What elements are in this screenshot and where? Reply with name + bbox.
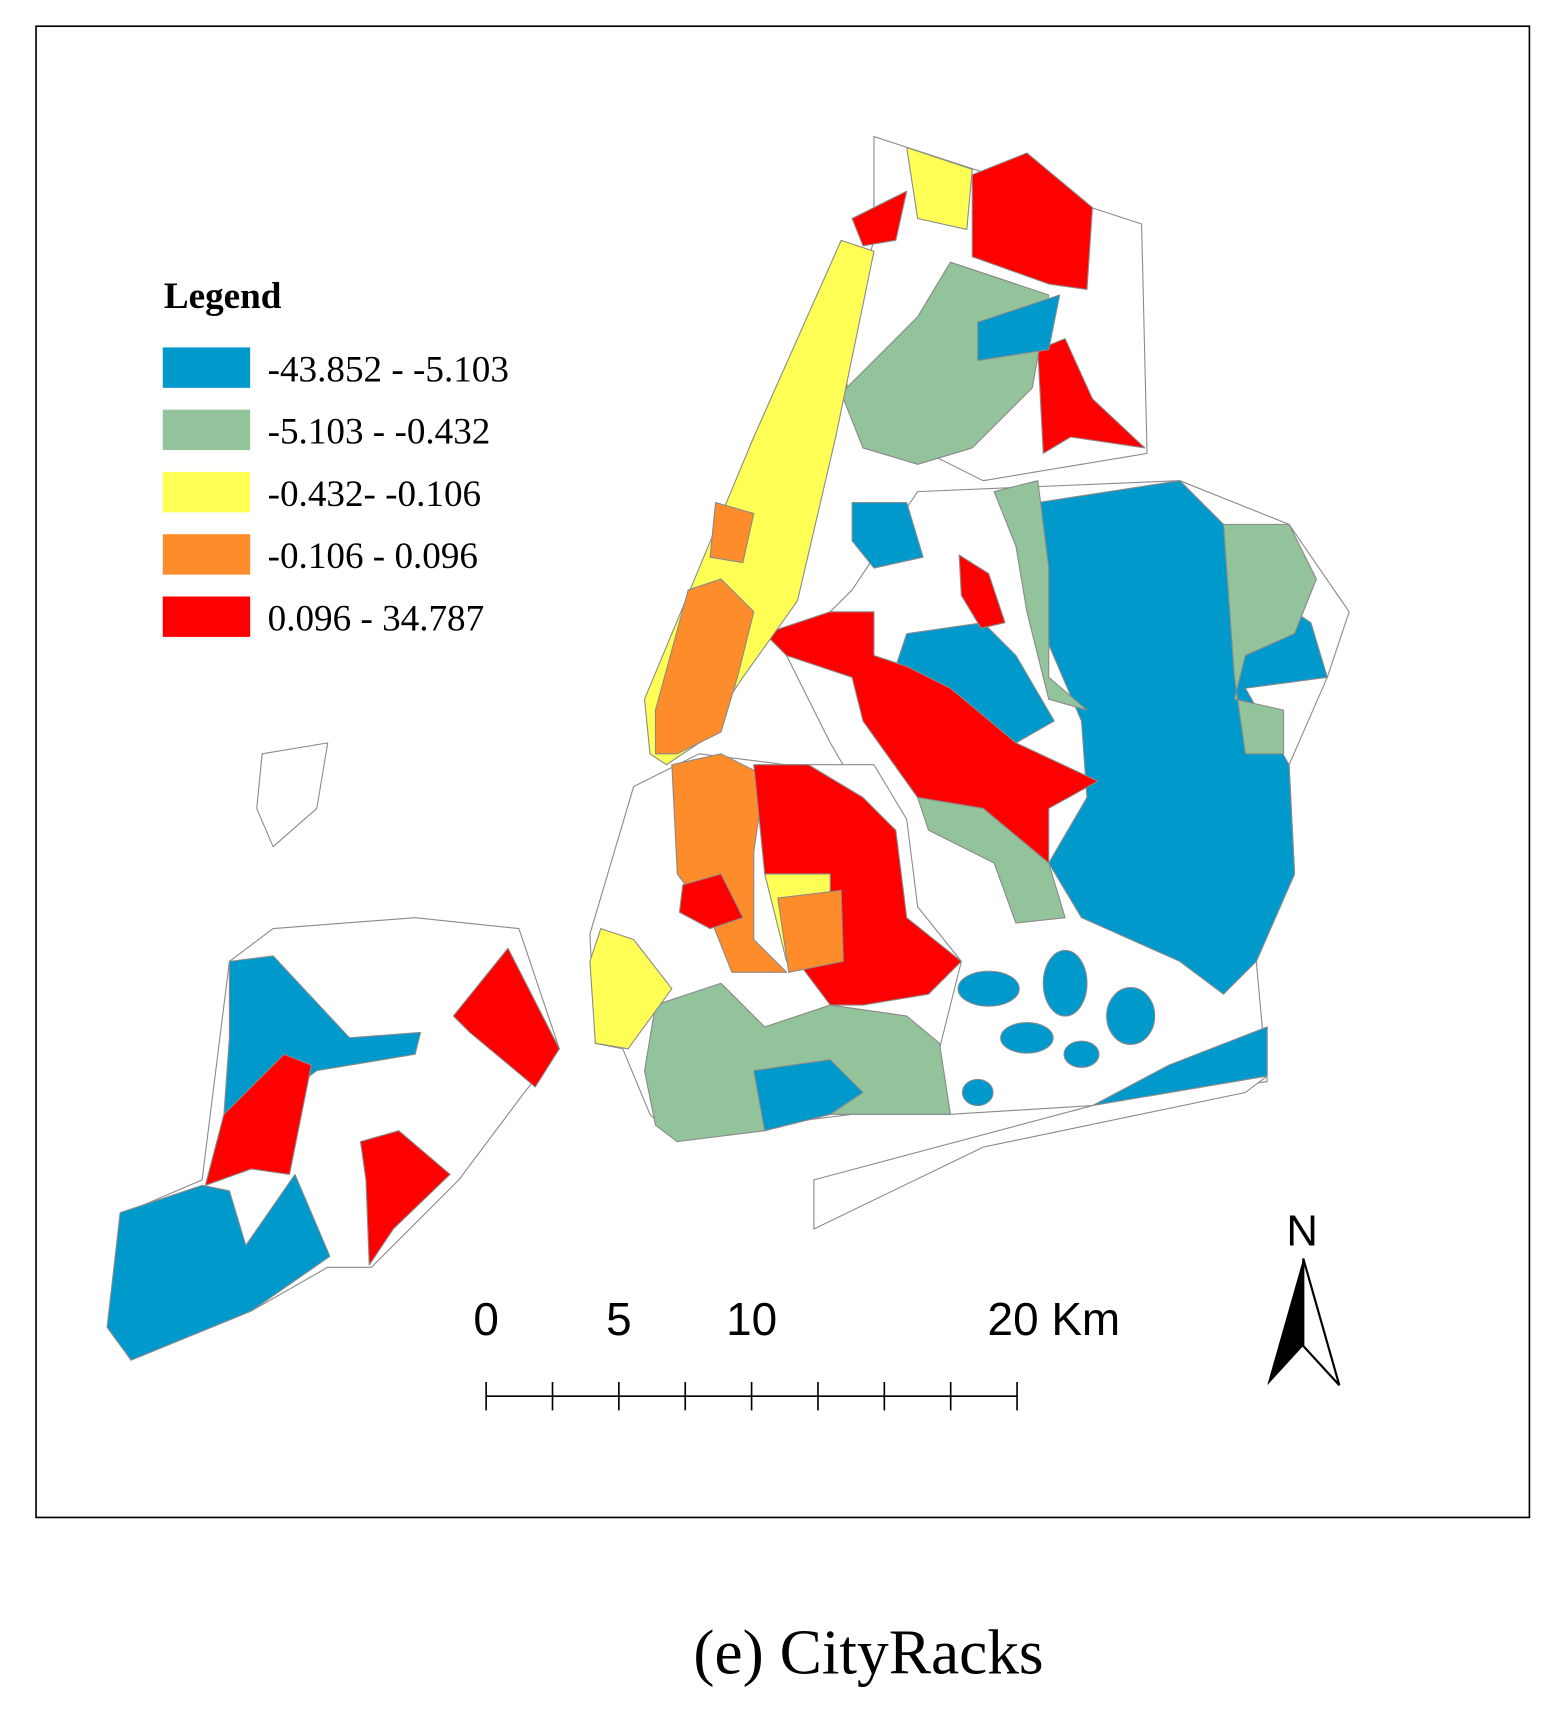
scale-label: 10 — [726, 1293, 777, 1345]
district — [993, 480, 1088, 711]
district — [753, 1059, 864, 1132]
island — [1042, 949, 1088, 1017]
legend-swatch — [162, 347, 251, 388]
district — [589, 928, 673, 1050]
north-arrow — [1302, 1258, 1341, 1386]
legend-swatch — [162, 534, 251, 575]
scale-label: 20 Km — [988, 1293, 1121, 1345]
north-arrow — [1267, 1258, 1304, 1386]
district — [359, 1130, 451, 1266]
district — [851, 501, 924, 569]
district — [1222, 523, 1317, 755]
district — [764, 611, 1099, 864]
island — [256, 742, 329, 848]
district — [1037, 338, 1146, 454]
legend-swatch — [162, 409, 251, 451]
legend-label: -43.852 - -5.103 — [268, 349, 509, 390]
legend: -43.852 - -5.103 -5.103 - -0.432 -0.432- -… — [162, 347, 509, 639]
district — [906, 146, 973, 230]
district — [678, 873, 744, 930]
scale-label: 5 — [606, 1293, 632, 1345]
district — [654, 578, 755, 755]
legend-label: -5.103 - -0.432 — [268, 412, 491, 453]
district — [204, 1053, 312, 1186]
island — [961, 1078, 994, 1107]
district — [452, 947, 560, 1088]
caption: (e) CityRacks — [693, 1618, 1043, 1688]
scale-bar: 0 5 10 20 Km — [473, 1293, 1121, 1411]
district — [709, 501, 755, 564]
scale-label: 0 — [473, 1293, 499, 1345]
legend-swatch — [162, 471, 251, 513]
legend-swatch — [162, 596, 251, 637]
district — [643, 982, 951, 1143]
district — [813, 1075, 1268, 1230]
legend-title: Legend — [164, 276, 282, 317]
legend-label: -0.432- -0.106 — [268, 474, 481, 515]
north-label: N — [1286, 1206, 1318, 1255]
district — [977, 294, 1061, 362]
district — [106, 1173, 331, 1361]
district — [917, 796, 1066, 924]
district — [958, 554, 1006, 629]
district — [971, 152, 1093, 291]
district — [777, 889, 844, 973]
island — [1000, 1022, 1054, 1054]
district — [851, 190, 908, 247]
island — [1106, 987, 1156, 1045]
island — [1063, 1040, 1100, 1068]
map-area — [106, 136, 1350, 1361]
legend-label: 0.096 - 34.787 — [268, 598, 485, 639]
legend-label: -0.106 - 0.096 — [268, 536, 478, 577]
island — [957, 970, 1020, 1007]
